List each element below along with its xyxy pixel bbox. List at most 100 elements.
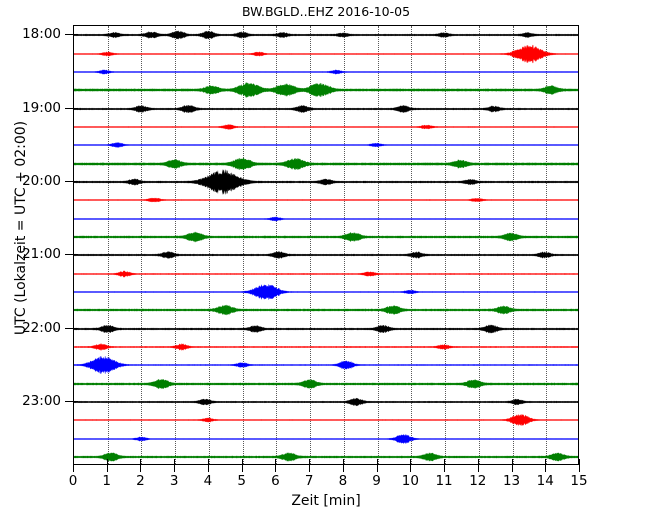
seismic-trace xyxy=(74,114,578,140)
x-tick-mark-10 xyxy=(410,465,412,472)
seismic-trace xyxy=(74,389,578,415)
x-tick-label-9: 9 xyxy=(372,473,381,489)
y-tick-label-2200: 22:00 xyxy=(22,319,61,336)
trace-waveform-1845 xyxy=(74,82,578,99)
seismic-trace xyxy=(74,426,578,452)
y-tick-mark-inner-1800 xyxy=(73,34,78,36)
x-tick-mark-14 xyxy=(545,465,547,472)
y-tick-mark-inner-2000 xyxy=(73,180,78,182)
x-tick-mark-inner-1 xyxy=(106,459,108,465)
seismic-trace xyxy=(74,206,578,232)
x-tick-mark-inner-11 xyxy=(444,459,446,465)
x-tick-mark-7 xyxy=(309,465,311,472)
trace-waveform-1830 xyxy=(74,69,578,75)
x-tick-mark-inner-7 xyxy=(309,459,311,465)
trace-waveform-2215 xyxy=(74,343,578,351)
grid-line-x-14 xyxy=(546,26,548,464)
x-tick-mark-0 xyxy=(73,465,74,472)
x-tick-label-4: 4 xyxy=(203,473,213,489)
x-tick-label-13: 13 xyxy=(502,473,521,489)
x-tick-label-11: 11 xyxy=(435,473,453,489)
y-tick-mark-inner-2100 xyxy=(73,254,78,256)
x-tick-label-6: 6 xyxy=(271,473,280,489)
x-tick-label-7: 7 xyxy=(304,473,314,489)
x-tick-mark-5 xyxy=(241,465,243,472)
seismic-trace xyxy=(74,187,578,213)
grid-line-x-1 xyxy=(107,26,109,464)
x-tick-mark-15 xyxy=(579,465,580,472)
x-tick-mark-11 xyxy=(444,465,446,472)
x-tick-mark-inner-14 xyxy=(545,459,547,465)
seismic-trace xyxy=(74,242,578,268)
trace-waveform-2115 xyxy=(74,270,578,277)
seismic-trace xyxy=(74,371,578,397)
x-tick-label-5: 5 xyxy=(237,473,246,489)
x-tick-mark-inner-2 xyxy=(140,459,142,465)
grid-line-x-8 xyxy=(343,26,345,464)
seismic-trace xyxy=(74,77,578,103)
x-tick-mark-9 xyxy=(376,465,378,472)
seismic-trace xyxy=(74,279,578,305)
seismic-trace xyxy=(74,334,578,360)
y-tick-mark-inner-2200 xyxy=(73,327,78,329)
grid-line-x-12 xyxy=(478,26,480,464)
seismic-trace xyxy=(74,59,578,85)
x-tick-mark-inner-5 xyxy=(241,459,243,465)
x-tick-mark-inner-3 xyxy=(174,459,176,465)
x-tick-label-8: 8 xyxy=(338,473,348,489)
seismic-trace xyxy=(74,151,578,177)
trace-waveform-1930 xyxy=(74,142,578,149)
x-tick-label-12: 12 xyxy=(469,473,487,489)
trace-waveform-2300 xyxy=(74,397,578,407)
x-tick-mark-inner-15 xyxy=(579,459,580,465)
x-tick-mark-12 xyxy=(477,465,479,472)
x-tick-mark-inner-8 xyxy=(342,459,344,465)
x-tick-mark-inner-4 xyxy=(207,459,209,465)
trace-waveform-2130 xyxy=(74,283,578,301)
y-tick-label-1800: 18:00 xyxy=(22,26,61,43)
y-tick-label-2300: 23:00 xyxy=(22,392,61,409)
y-tick-label-2100: 21:00 xyxy=(22,246,61,263)
seismic-trace xyxy=(74,132,578,158)
x-tick-label-10: 10 xyxy=(401,473,419,489)
trace-waveform-2000 xyxy=(74,168,578,195)
grid-line-x-4 xyxy=(208,26,210,464)
x-tick-mark-6 xyxy=(275,465,277,472)
y-tick-label-2000: 20:00 xyxy=(22,172,61,189)
trace-waveform-2345 xyxy=(74,452,578,462)
y-axis-label: UTC (Lokalzeit = UTC + 02:00) xyxy=(13,120,29,336)
trace-waveform-2030 xyxy=(74,216,578,221)
x-tick-mark-3 xyxy=(174,465,176,472)
trace-waveform-2230 xyxy=(74,355,578,375)
y-tick-mark-inner-2300 xyxy=(73,400,78,402)
y-tick-label-1900: 19:00 xyxy=(22,99,61,116)
x-axis-label: Zeit [min] xyxy=(291,493,361,509)
trace-waveform-1900 xyxy=(74,104,578,113)
seismic-trace xyxy=(74,168,578,195)
grid-line-x-13 xyxy=(512,26,514,464)
x-tick-mark-inner-10 xyxy=(410,459,412,465)
grid-line-x-3 xyxy=(175,26,177,464)
trace-waveform-1800 xyxy=(74,30,578,40)
grid-line-x-2 xyxy=(141,26,143,464)
x-tick-mark-inner-9 xyxy=(376,459,378,465)
x-tick-label-0: 0 xyxy=(68,473,78,489)
seismic-trace xyxy=(74,297,578,323)
x-tick-mark-inner-12 xyxy=(477,459,479,465)
y-tick-mark-2000 xyxy=(65,180,73,182)
y-tick-mark-2200 xyxy=(65,327,73,329)
grid-line-x-10 xyxy=(411,26,413,464)
trace-waveform-2200 xyxy=(74,324,578,333)
grid-line-x-9 xyxy=(377,26,379,464)
trace-waveform-2015 xyxy=(74,197,578,203)
x-tick-mark-inner-6 xyxy=(275,459,277,465)
y-tick-mark-1900 xyxy=(65,107,73,109)
plot-area xyxy=(73,25,579,465)
x-tick-mark-1 xyxy=(106,465,108,472)
trace-waveform-1945 xyxy=(74,157,578,170)
x-tick-label-15: 15 xyxy=(570,473,588,489)
trace-waveform-1915 xyxy=(74,123,578,130)
grid-line-x-6 xyxy=(276,26,278,464)
x-tick-label-2: 2 xyxy=(136,473,145,489)
